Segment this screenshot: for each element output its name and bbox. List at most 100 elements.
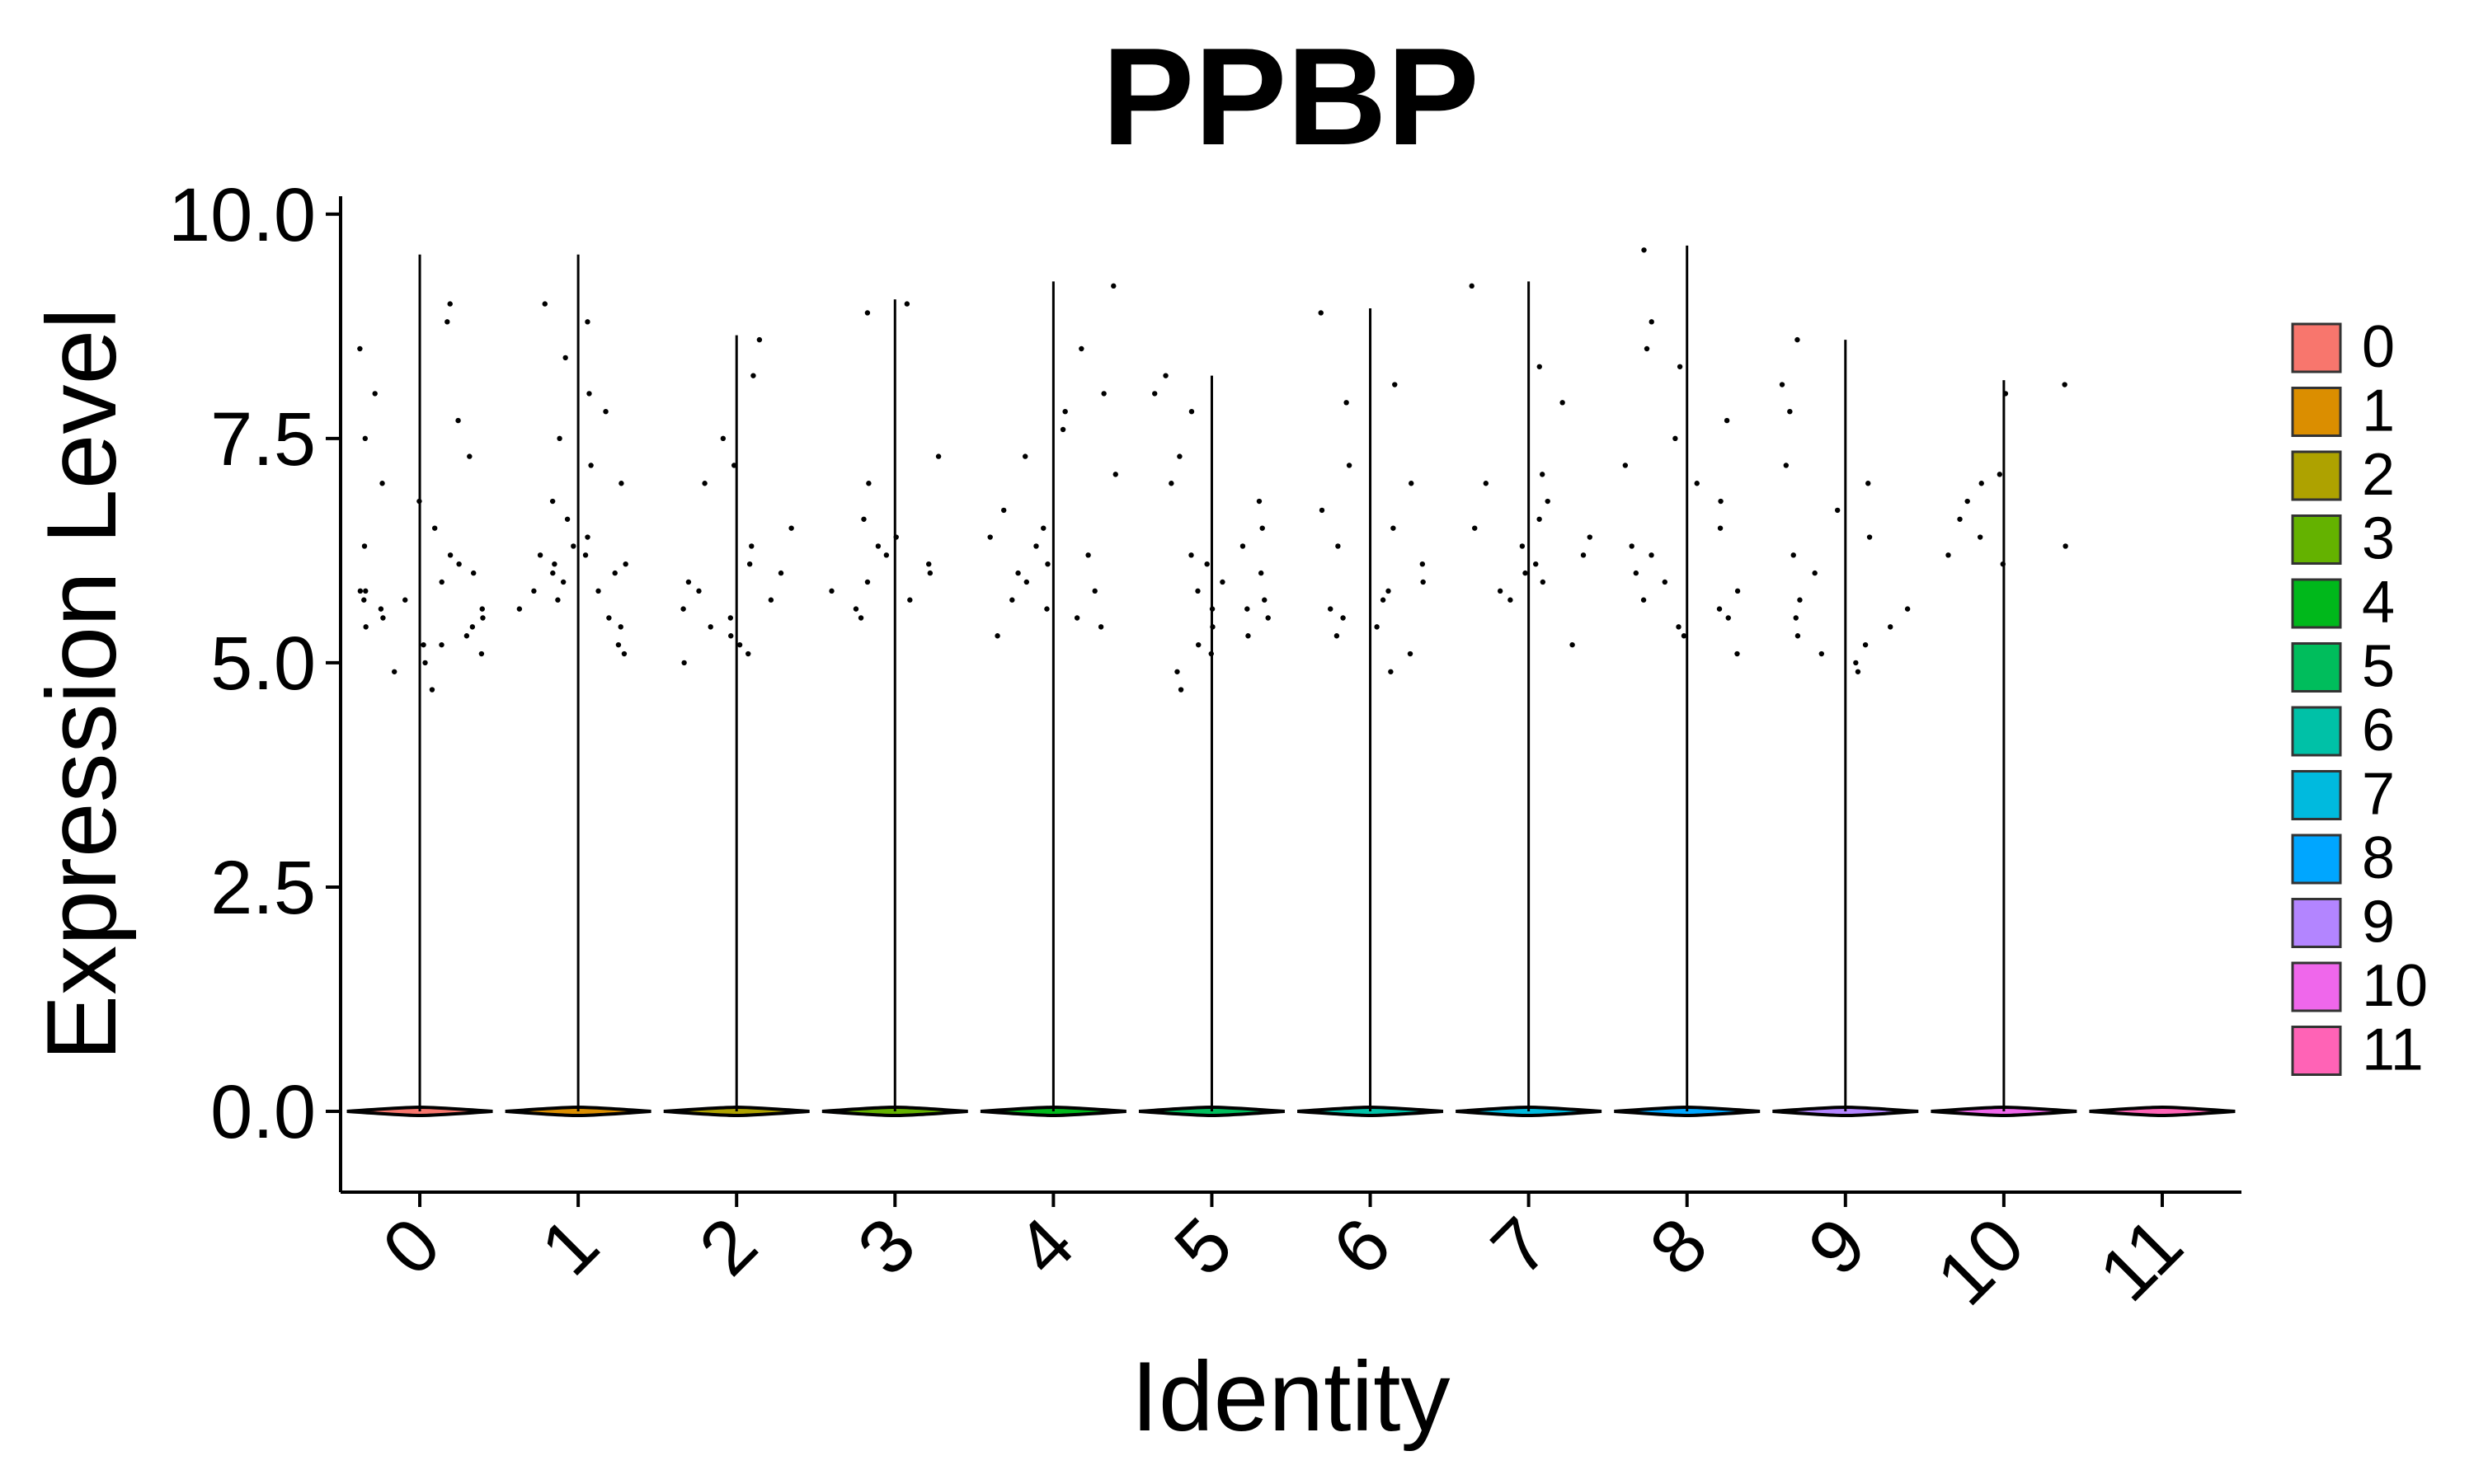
data-point-5 [1152,391,1158,397]
data-point-6 [1380,597,1386,603]
data-point-8 [1622,463,1629,468]
data-point-0 [363,588,369,594]
data-point-8 [1662,579,1667,585]
data-point-5 [1178,687,1184,693]
data-point-9 [1794,336,1800,343]
data-point-6 [1407,650,1413,657]
data-point-9 [1855,669,1861,674]
data-point-5 [1208,650,1214,657]
data-point-1 [555,597,561,603]
data-point-4 [1023,453,1028,459]
data-point-8 [1734,650,1740,657]
data-point-5 [1169,481,1174,486]
data-point-4 [1101,391,1107,397]
data-point-0 [463,633,470,639]
legend-label: 2 [2362,442,2395,508]
data-point-1 [585,534,590,540]
data-point-1 [582,552,589,558]
data-point-5 [1195,588,1201,594]
data-point-8 [1644,345,1650,352]
data-point-0 [439,641,444,648]
data-point-10 [1997,472,2003,477]
data-point-9 [1888,624,1893,630]
data-point-5 [1265,615,1271,621]
data-point-3 [864,310,871,316]
data-point-4 [1015,570,1021,576]
data-point-0 [469,624,476,630]
data-point-9 [1783,463,1790,468]
data-point-9 [1834,507,1841,514]
legend-key-10 [2291,961,2342,1012]
data-point-3 [853,606,859,612]
data-point-7 [1469,283,1475,289]
data-point-5 [1196,641,1202,648]
data-point-0 [391,669,397,674]
data-point-10 [2062,382,2067,387]
data-point-1 [615,641,622,648]
data-point-1 [549,498,556,505]
data-point-0 [357,588,364,594]
x-tick-label: 8 [1634,1202,1724,1291]
legend-key-9 [2291,898,2342,948]
data-point-6 [1420,579,1426,585]
data-point-8 [1677,364,1683,369]
data-point-4 [1060,426,1066,433]
data-point-1 [562,355,568,361]
data-point-3 [875,543,882,549]
data-point-1 [557,435,562,442]
data-point-6 [1319,507,1325,514]
data-point-2 [736,641,743,648]
data-point-7 [1587,534,1592,540]
data-point-2 [746,561,753,567]
data-point-5 [1209,606,1216,612]
data-point-2 [750,373,756,378]
data-point-0 [378,606,384,612]
data-point-6 [1343,400,1349,406]
data-point-0 [421,641,426,648]
data-point-2 [708,624,713,630]
legend-key-0 [2291,322,2342,373]
legend-label: 9 [2362,890,2395,956]
chart-title: PPBP [1102,19,1479,174]
data-point-2 [685,579,692,585]
data-point-3 [829,588,835,594]
data-point-8 [1681,633,1687,639]
data-point-0 [379,481,385,486]
data-point-4 [1044,606,1050,612]
y-tick-label: 7.5 [210,397,316,481]
data-point-9 [1818,650,1825,657]
legend-label: 4 [2362,570,2395,636]
data-point-4 [1085,552,1091,558]
data-point-3 [926,561,932,567]
data-point-4 [987,534,993,540]
legend-key-5 [2291,642,2342,693]
data-point-2 [680,606,686,612]
data-point-7 [1519,543,1526,549]
data-point-10 [2002,391,2009,397]
data-point-5 [1163,373,1169,378]
data-point-5 [1245,633,1251,639]
data-point-3 [866,481,872,486]
data-point-2 [756,336,763,343]
legend-label: 6 [2362,697,2395,763]
data-point-6 [1388,669,1394,674]
data-point-1 [516,606,523,612]
data-point-2 [720,435,727,442]
data-point-8 [1633,570,1639,576]
data-point-9 [1853,660,1859,666]
data-point-5 [1220,579,1225,585]
legend-key-1 [2291,387,2342,437]
x-tick-label: 9 [1793,1202,1882,1291]
x-tick-label: 5 [1159,1202,1248,1291]
data-point-2 [728,633,734,639]
legend-key-6 [2291,706,2342,757]
data-point-0 [447,552,454,558]
data-point-7 [1522,570,1528,576]
data-point-1 [537,552,543,558]
y-tick-label: 10.0 [168,173,316,257]
data-point-2 [696,588,702,594]
data-point-0 [456,561,462,567]
data-point-1 [606,615,612,621]
legend-key-4 [2291,578,2342,629]
